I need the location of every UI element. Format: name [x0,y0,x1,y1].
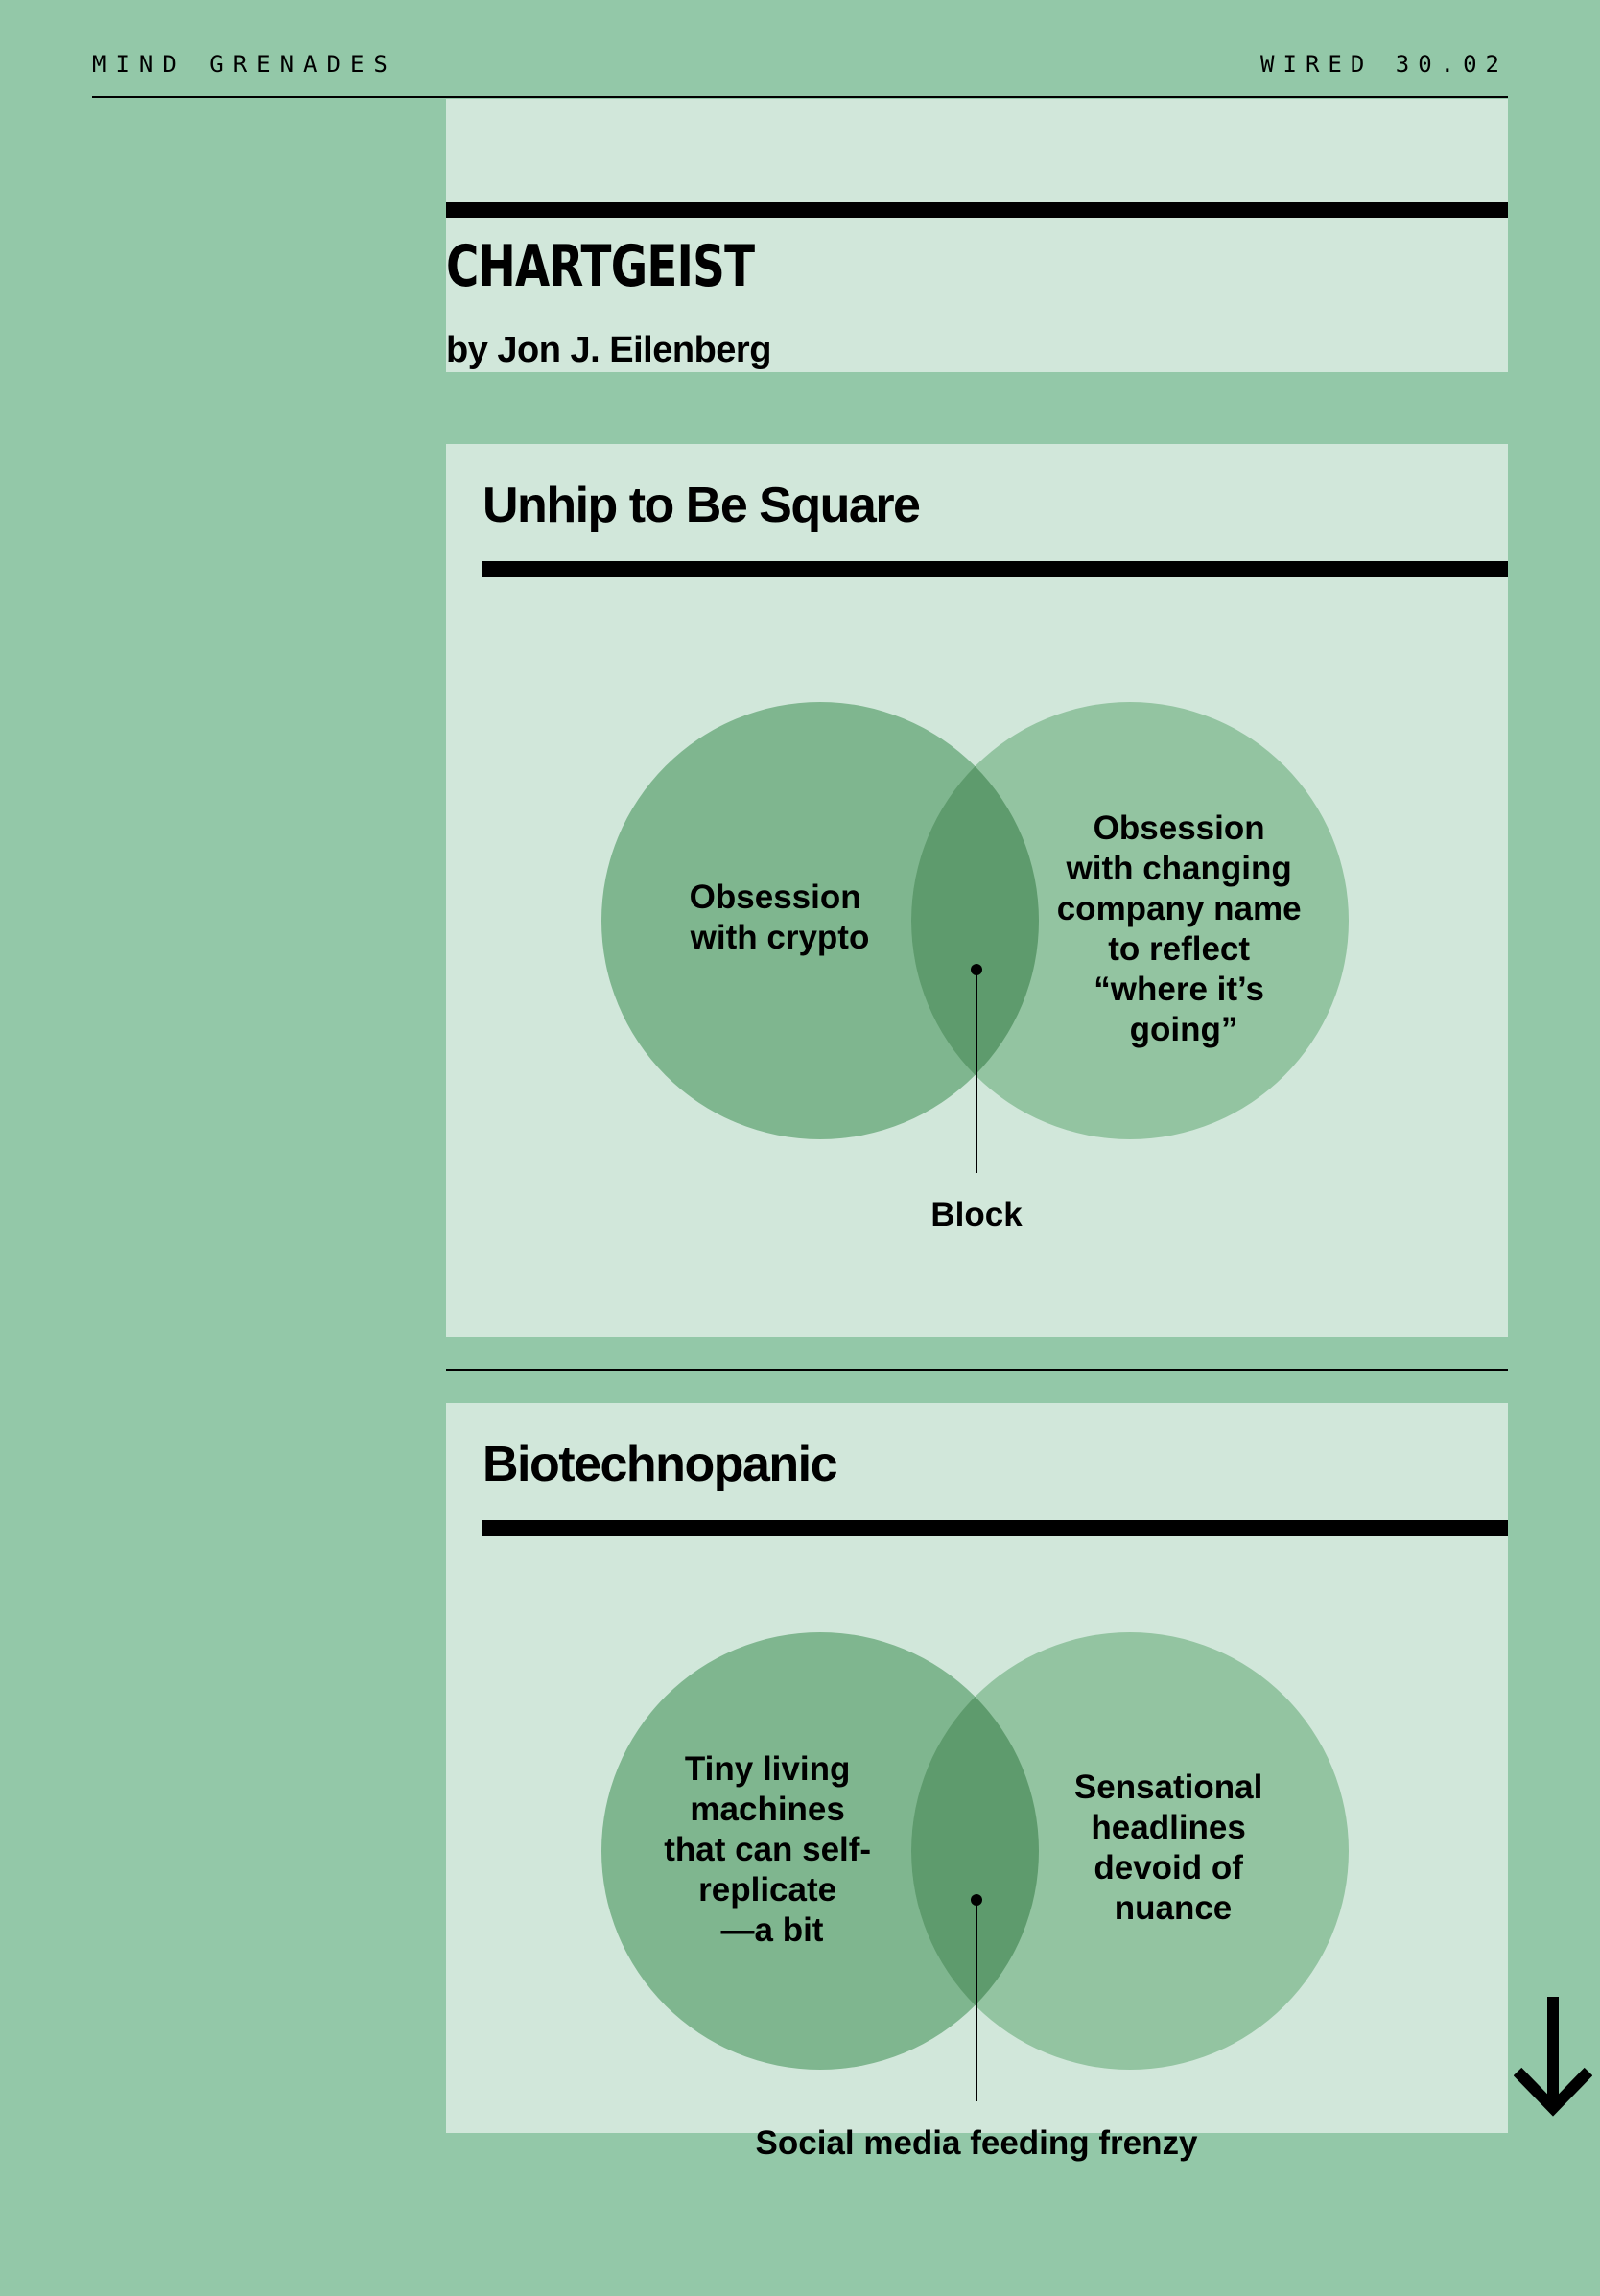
venn-card-2: Biotechnopanic Tiny living machines that… [446,1403,1508,2162]
right-label: Sensational headlines devoid of nuance [1074,1769,1272,1927]
left-label: Obsession with crypto [690,879,871,956]
right-circle [911,702,1349,1139]
venn-card-1: Unhip to Be Square Obsession with crypto… [446,444,1508,1337]
arrow-down-icon[interactable] [1514,1997,1592,2120]
section-kicker: MIND GRENADES [92,51,397,78]
left-label: Tiny living machines that can self- repl… [664,1750,881,1949]
issue-number: WIRED 30.02 [1260,51,1508,78]
header-rule [446,202,1508,218]
section-divider [446,1369,1508,1371]
venn-title: Biotechnopanic [482,1437,838,1492]
left-circle [601,1632,1039,2070]
top-bar: MIND GRENADES WIRED 30.02 [92,46,1508,98]
byline: by Jon J. Eilenberg [446,330,771,370]
intersection-label: Block [930,1196,1023,1233]
right-label: Obsession with changing company name to … [1057,809,1311,1048]
venn-diagram: Tiny living machines that can self- repl… [601,1632,1349,2162]
article-title: CHARTGEIST [446,233,755,300]
title-rule [482,561,1508,577]
venn-title: Unhip to Be Square [482,478,921,533]
intersection-label: Social media feeding frenzy [756,2124,1198,2162]
leader-dot [971,1894,982,1906]
left-circle [601,702,1039,1139]
venn-diagram: Obsession with crypto Obsession with cha… [601,702,1349,1233]
leader-dot [971,964,982,975]
title-rule [482,1520,1508,1536]
right-circle [911,1632,1349,2070]
article-header: CHARTGEIST by Jon J. Eilenberg [446,99,1508,372]
